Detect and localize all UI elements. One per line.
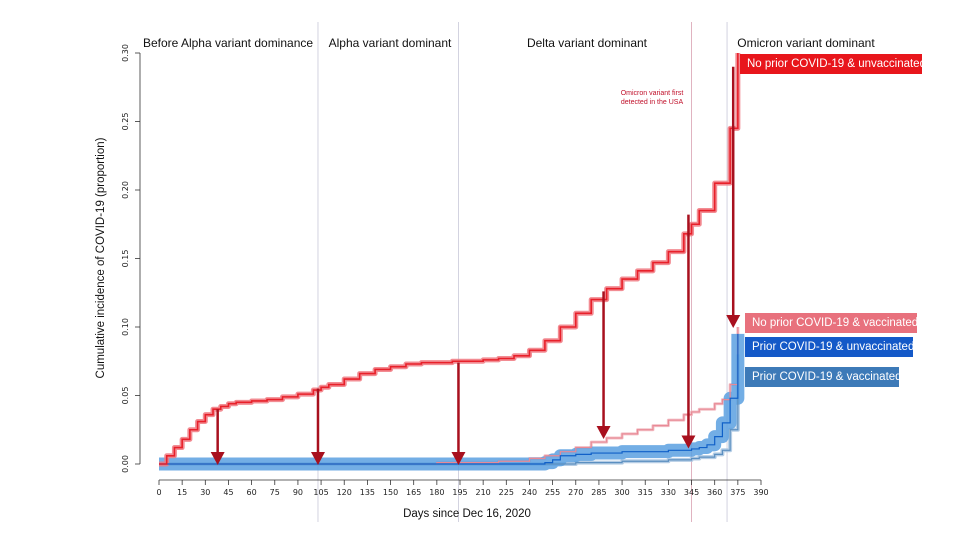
series-line bbox=[159, 327, 739, 465]
x-tick-label: 15 bbox=[177, 488, 187, 497]
period-label: Before Alpha variant dominance bbox=[143, 36, 313, 50]
legend-entry: Prior COVID-19 & vaccinated bbox=[745, 367, 902, 387]
x-tick-label: 255 bbox=[545, 488, 560, 497]
x-tick-label: 105 bbox=[313, 488, 328, 497]
annotation-line: Omicron variant first bbox=[621, 90, 684, 97]
y-tick-label: 0.30 bbox=[121, 44, 130, 62]
x-tick-label: 180 bbox=[429, 488, 444, 497]
x-tick-label: 375 bbox=[730, 488, 745, 497]
legend-entry: Prior COVID-19 & unvaccinated bbox=[745, 337, 914, 357]
x-tick-label: 285 bbox=[591, 488, 606, 497]
period-label: Delta variant dominant bbox=[527, 36, 648, 50]
arrow-head bbox=[596, 425, 611, 439]
period-label: Omicron variant dominant bbox=[737, 36, 875, 50]
x-tick-label: 150 bbox=[383, 488, 398, 497]
arrow-head bbox=[451, 452, 466, 465]
omicron-annotation: Omicron variant first detected in the USA bbox=[621, 90, 684, 106]
x-tick-label: 45 bbox=[223, 488, 233, 497]
y-axis-label: Cumulative incidence of COVID-19 (propor… bbox=[95, 137, 107, 378]
arrow-head bbox=[681, 435, 696, 449]
series-line bbox=[159, 53, 739, 465]
series-lines bbox=[159, 53, 739, 465]
x-tick-label: 165 bbox=[406, 488, 421, 497]
x-tick-label: 225 bbox=[499, 488, 514, 497]
y-tick-label: 0.00 bbox=[121, 455, 130, 473]
x-tick-label: 300 bbox=[614, 488, 629, 497]
x-tick-label: 135 bbox=[360, 488, 375, 497]
x-tick-label: 330 bbox=[661, 488, 676, 497]
x-tick-label: 210 bbox=[476, 488, 491, 497]
x-tick-label: 90 bbox=[293, 488, 303, 497]
arrow-head bbox=[210, 452, 225, 465]
y-tick-label: 0.10 bbox=[121, 318, 130, 336]
x-tick-label: 240 bbox=[522, 488, 537, 497]
y-tick-label: 0.15 bbox=[121, 250, 130, 268]
x-tick-label: 75 bbox=[270, 488, 280, 497]
x-tick-label: 390 bbox=[753, 488, 768, 497]
period-labels: Before Alpha variant dominance Alpha vari… bbox=[143, 36, 875, 50]
x-tick-label: 345 bbox=[684, 488, 699, 497]
confidence-band bbox=[159, 327, 740, 466]
arrows bbox=[210, 66, 741, 465]
arrow-head bbox=[310, 452, 325, 465]
y-tick-label: 0.20 bbox=[121, 181, 130, 199]
confidence-band bbox=[159, 333, 745, 471]
y-tick-label: 0.25 bbox=[121, 113, 130, 131]
x-axis-label: Days since Dec 16, 2020 bbox=[403, 508, 531, 520]
x-tick-label: 360 bbox=[707, 488, 722, 497]
x-tick-label: 315 bbox=[638, 488, 653, 497]
annotation-line: detected in the USA bbox=[621, 99, 684, 106]
legend-entry: No prior COVID-19 & vaccinated bbox=[745, 313, 918, 333]
y-tick-label: 0.05 bbox=[121, 387, 130, 405]
x-tick-label: 195 bbox=[452, 488, 467, 497]
x-tick-label: 30 bbox=[200, 488, 210, 497]
x-tick-label: 120 bbox=[337, 488, 352, 497]
axes: 0 15 30 45 60 75 90 105 120 135 150 165 180 195 210 225… bbox=[95, 44, 769, 520]
x-tick-label: 270 bbox=[568, 488, 583, 497]
series-line bbox=[159, 333, 739, 465]
series-line bbox=[159, 354, 739, 465]
legend-entry: No prior COVID-19 & unvaccinated bbox=[740, 54, 926, 74]
arrow-head bbox=[726, 315, 741, 328]
period-label: Alpha variant dominant bbox=[329, 36, 452, 50]
x-tick-label: 60 bbox=[247, 488, 257, 497]
x-tick-label: 0 bbox=[156, 488, 161, 497]
